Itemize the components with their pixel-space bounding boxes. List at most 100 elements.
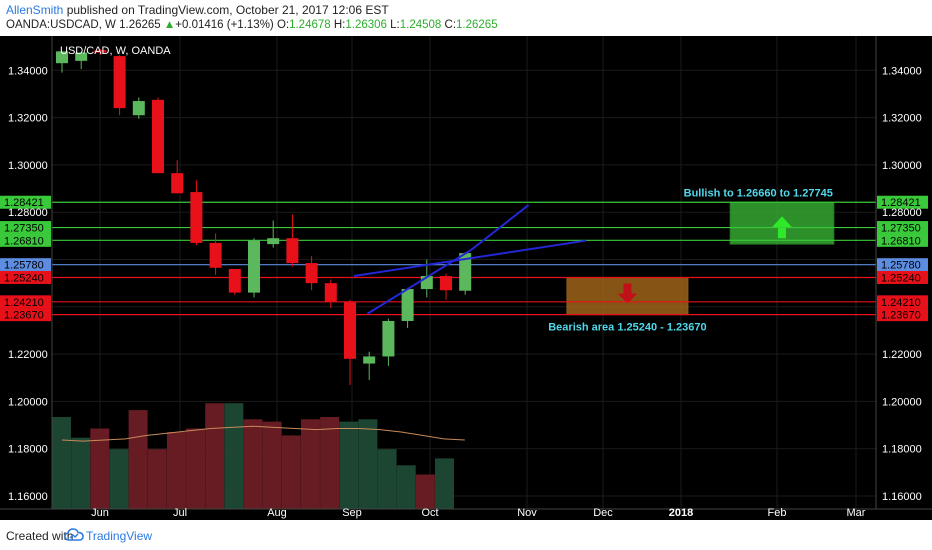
- tradingview-cloud-icon: [64, 528, 84, 541]
- trendline: [470, 204, 530, 251]
- level-tag-left-text: 1.27350: [4, 223, 44, 235]
- change-arrow-icon: ▲: [163, 19, 176, 31]
- level-tag-left: [0, 295, 51, 309]
- level-tag-left-text: 1.25780: [4, 260, 44, 272]
- price-change: +0.01416 (+1.13%): [175, 19, 274, 31]
- bear-candle: [171, 173, 184, 194]
- high-value: 1.26306: [345, 19, 387, 31]
- bear-candle: [190, 192, 203, 243]
- bear-candle: [324, 283, 337, 303]
- close-label: C:: [444, 19, 457, 31]
- volume-bar: [147, 449, 167, 509]
- created-with-text: Created with: [6, 529, 74, 543]
- price-chart[interactable]: Bullish to 1.26660 to 1.27745 Bearish are…: [0, 36, 932, 520]
- low-label: L:: [390, 19, 400, 31]
- level-tag-left-text: 1.24210: [4, 297, 44, 309]
- volume-moving-average: [61, 425, 465, 442]
- trendlines: [353, 204, 587, 315]
- publish-info: AllenSmith published on TradingView.com,…: [6, 3, 389, 17]
- volume-bar: [186, 428, 206, 509]
- level-tag-left: [0, 308, 51, 322]
- chart-header: AllenSmith published on TradingView.com,…: [0, 0, 932, 36]
- level-tag-right: [877, 221, 928, 235]
- bear-candle: [440, 276, 452, 291]
- volume-bar: [435, 458, 454, 509]
- high-label: H:: [333, 19, 346, 31]
- level-tag-left: [0, 270, 51, 284]
- open-label: O:: [276, 19, 290, 31]
- bear-candle: [94, 50, 107, 53]
- price-tick-left: 1.16000: [8, 491, 48, 503]
- level-tag-left-text: 1.28421: [4, 197, 44, 209]
- price-tick-left: 1.34000: [8, 65, 48, 77]
- level-tag-left-text: 1.26810: [4, 235, 44, 247]
- bull-candle: [248, 240, 260, 293]
- trendline: [353, 239, 587, 278]
- volume-bar: [128, 410, 148, 509]
- price-tick-right: 1.32000: [882, 113, 922, 125]
- volume-bar: [281, 435, 301, 509]
- ohlc-info: OANDA:USDCAD, W 1.26265 ▲+0.01416 (+1.13…: [6, 19, 498, 31]
- time-tick: Feb: [768, 507, 787, 519]
- level-tag-left: [0, 195, 51, 209]
- price-tick-right: 1.30000: [882, 160, 922, 172]
- zone-boxes: Bullish to 1.26660 to 1.27745 Bearish are…: [548, 187, 835, 334]
- bull-candle: [382, 320, 395, 357]
- bull-candle: [267, 238, 280, 245]
- price-tick-right: 1.18000: [882, 444, 922, 456]
- bear-candle: [152, 99, 164, 174]
- bear-candle: [113, 56, 126, 109]
- level-tag-right-text: 1.25240: [881, 272, 921, 284]
- level-tag-right: [877, 308, 928, 322]
- level-tag-right-text: 1.23670: [881, 310, 921, 322]
- bull-candle: [75, 52, 88, 61]
- volume-bar: [205, 403, 225, 509]
- volume-bar: [339, 421, 359, 509]
- price-tick-left: 1.30000: [8, 160, 48, 172]
- time-tick: 2018: [669, 507, 693, 519]
- price-tick-right: 1.20000: [882, 396, 922, 408]
- time-axis: Jun Jul Aug Sep Oct Nov Dec 2018 Feb Mar: [0, 507, 932, 519]
- level-tag-right-text: 1.28421: [881, 197, 921, 209]
- level-tag-left: [0, 233, 51, 247]
- volume-bar: [262, 421, 282, 509]
- bull-candle: [401, 289, 414, 321]
- volume-panel: [52, 403, 465, 509]
- price-axes: 1.284211.284211.273501.273501.268101.268…: [0, 36, 928, 509]
- open-value: 1.24678: [289, 19, 331, 31]
- volume-bar: [71, 437, 91, 509]
- footer: Created with TradingView: [0, 520, 932, 550]
- volume-bar: [320, 417, 340, 509]
- level-tag-left-text: 1.23670: [4, 310, 44, 322]
- volume-bar: [109, 449, 129, 509]
- volume-bar: [415, 474, 435, 509]
- volume-bar: [224, 403, 244, 509]
- price-tick-left: 1.32000: [8, 113, 48, 125]
- level-tag-right: [877, 233, 928, 247]
- bearish-label: Bearish area 1.25240 - 1.23670: [548, 322, 706, 334]
- level-tag-right: [877, 195, 928, 209]
- author-link[interactable]: AllenSmith: [6, 3, 64, 17]
- bullish-label: Bullish to 1.26660 to 1.27745: [684, 187, 833, 199]
- last-price: 1.26265: [119, 19, 161, 31]
- price-tick-left: 1.28000: [8, 207, 48, 219]
- volume-bar: [243, 419, 263, 509]
- price-tick-left: 1.20000: [8, 396, 48, 408]
- time-tick: Jul: [173, 507, 187, 519]
- bear-candle: [344, 302, 356, 359]
- time-tick: Oct: [421, 507, 438, 519]
- level-tag-right-text: 1.24210: [881, 297, 921, 309]
- level-tag-right-text: 1.26810: [881, 235, 921, 247]
- price-tick-right: 1.34000: [882, 65, 922, 77]
- bull-candle: [56, 51, 68, 64]
- time-tick: Sep: [342, 507, 362, 519]
- bull-candle: [132, 101, 145, 116]
- volume-bar: [358, 419, 378, 509]
- price-tick-right: 1.16000: [882, 491, 922, 503]
- arrow-down-icon: [617, 283, 638, 304]
- level-tag-left-text: 1.25240: [4, 272, 44, 284]
- bear-candle: [286, 238, 299, 264]
- time-tick: Jun: [91, 507, 109, 519]
- price-tick-left: 1.22000: [8, 349, 48, 361]
- tradingview-brand[interactable]: TradingView: [86, 529, 153, 543]
